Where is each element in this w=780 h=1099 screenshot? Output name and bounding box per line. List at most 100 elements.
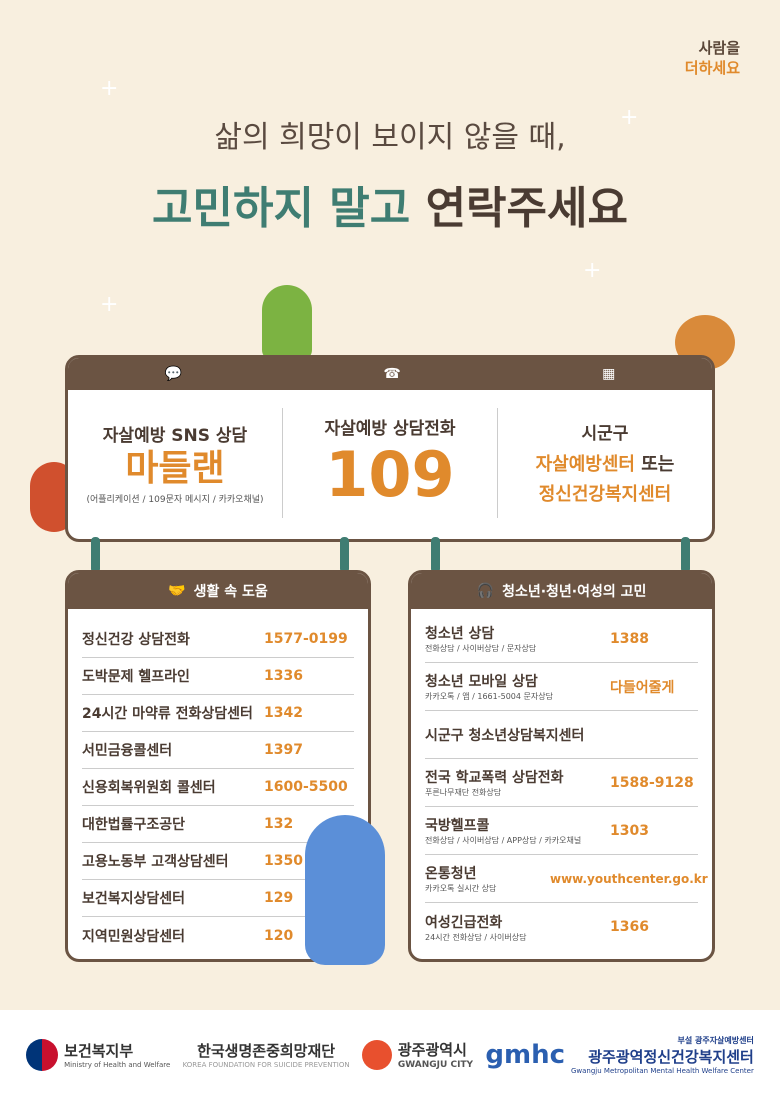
service-name: 청소년 상담 <box>425 626 495 642</box>
footer-logos: 보건복지부 Ministry of Health and Welfare 한국생명… <box>0 1010 780 1099</box>
headline-rest: 연락주세요 <box>425 183 628 234</box>
service-number: 1577-0199 <box>264 631 348 647</box>
hotline-number: 109 <box>325 438 455 511</box>
blue-character-illustration <box>305 815 385 965</box>
table-row: 보건복지상담센터 129 <box>82 880 354 917</box>
gwangju-emblem-icon <box>361 1039 392 1070</box>
main-hotline-board: 💬 ☎ ▦ 자살예방 SNS 상담 마들랜 (어플리케이션 / 109문자 메시… <box>65 355 715 542</box>
board-header: 🎧 청소년·청년·여성의 고민 <box>411 573 712 609</box>
sparkle-icon: + <box>583 258 602 283</box>
board-post <box>91 537 100 573</box>
logo-en: GWANGJU CITY <box>397 1060 474 1070</box>
chat-bubble-icon: 💬 <box>164 366 183 382</box>
service-detail: 푸른나무재단 전화상담 <box>425 788 502 797</box>
service-name: 고용노동부 고객상담센터 <box>82 854 229 870</box>
handshake-icon: 🤝 <box>168 583 186 599</box>
service-number: 1342 <box>264 705 303 721</box>
table-row: 도박문제 헬프라인 1336 <box>82 658 354 695</box>
table-row: 대한법률구조공단 132 <box>82 806 354 843</box>
logo-en: KOREA FOUNDATION FOR SUICIDE PREVENTION <box>182 1061 350 1069</box>
brand-line2: 더하세요 <box>684 59 740 77</box>
table-row: 24시간 마약류 전화상담센터 1342 <box>82 695 354 732</box>
sparkle-icon: + <box>620 105 639 130</box>
service-number: 1388 <box>610 630 649 647</box>
column-value: 정신건강복지센터 <box>538 484 672 505</box>
gmhc-logo: gmhc 부설 광주자살예방센터 광주광역정신건강복지센터 Gwangju Metr… <box>485 1035 754 1075</box>
service-name: 여성긴급전화 <box>425 914 503 931</box>
local-centers: 시군구 자살예방센터 또는 정신건강복지센터 <box>498 408 712 518</box>
logo-en: Ministry of Health and Welfare <box>64 1061 171 1069</box>
service-name: 정신건강 상담전화 <box>82 632 190 648</box>
board-title: 청소년·청년·여성의 고민 <box>502 584 647 600</box>
service-number: www.youthcenter.go.kr <box>550 871 708 886</box>
service-name: 신용회복위원회 콜센터 <box>82 780 216 796</box>
service-name: 서민금융콜센터 <box>82 743 173 759</box>
column-value: 자살예방센터 <box>535 454 635 475</box>
service-name: 국방헬프콜 <box>425 818 490 834</box>
table-row: 고용노동부 고객상담센터 1350 <box>82 843 354 880</box>
service-number: 1588-9128 <box>610 774 694 791</box>
service-number: 120 <box>264 927 294 944</box>
gwangju-logo: 광주광역시 GWANGJU CITY <box>361 1039 474 1070</box>
headline-line2: 고민하지 말고 연락주세요 <box>0 172 780 236</box>
sns-counseling: 자살예방 SNS 상담 마들랜 (어플리케이션 / 109문자 메시지 / 카카… <box>68 407 283 518</box>
service-number: 129 <box>264 890 294 906</box>
mohw-logo: 보건복지부 Ministry of Health and Welfare <box>26 1038 171 1071</box>
table-row: 서민금융콜센터 1397 <box>82 732 354 769</box>
service-name: 청소년 모바일 상담 <box>425 674 538 690</box>
gmhc-mark: gmhc <box>485 1039 565 1070</box>
board-title: 생활 속 도움 <box>193 584 268 600</box>
service-name: 전국 학교폭력 상담전화 <box>425 770 564 786</box>
building-icon: ▦ <box>602 366 616 382</box>
logo-name: 보건복지부 <box>64 1042 134 1060</box>
table-row: 온통청년 카카오톡 실시간 상담 www.youthcenter.go.kr <box>425 855 708 903</box>
column-value: 마들랜 <box>125 447 225 489</box>
service-name: 대한법률구조공단 <box>82 817 186 833</box>
service-number: 1336 <box>264 668 303 684</box>
brand-line1: 사람을 <box>698 39 740 57</box>
table-row: 신용회복위원회 콜센터 1600-5500 <box>82 769 354 806</box>
column-label: 시군구 <box>581 424 629 444</box>
green-character-illustration <box>262 285 312 360</box>
service-number: 1350 <box>264 853 303 869</box>
table-row: 정신건강 상담전화 1577-0199 <box>82 621 354 658</box>
column-label: 자살예방 SNS 상담 <box>102 425 248 446</box>
service-name: 보건복지상담센터 <box>82 891 186 907</box>
service-number: 1366 <box>610 919 649 935</box>
taegeuk-icon <box>26 1038 59 1071</box>
service-name: 시군구 청소년상담복지센터 <box>425 727 585 744</box>
headline-accent: 고민하지 말고 <box>152 183 411 234</box>
logo-name: 광주광역정신건강복지센터 <box>588 1047 754 1066</box>
board-post <box>340 537 349 573</box>
service-detail: 전화상담 / 사이버상담 / APP상담 / 카카오채널 <box>425 836 582 845</box>
service-number: 다들어줄게 <box>610 679 675 696</box>
service-number: 132 <box>264 816 294 832</box>
service-number: 1600-5500 <box>264 779 348 795</box>
logo-name: 한국생명존중희망재단 <box>197 1042 336 1060</box>
phone-counseling: 자살예방 상담전화 109 <box>283 407 498 518</box>
board-post <box>431 537 440 573</box>
column-conjunction: 또는 <box>641 454 675 475</box>
table-row: 지역민원상담센터 120 <box>82 917 354 954</box>
logo-en: Gwangju Metropolitan Mental Health Welfa… <box>570 1066 754 1075</box>
service-detail: 카카오톡 실시간 상담 <box>425 884 497 893</box>
service-number: 1303 <box>610 822 649 839</box>
service-detail: 카카오톡 / 앱 / 1661-5004 문자상담 <box>425 692 553 701</box>
service-detail: 전화상담 / 사이버상담 / 문자상담 <box>425 644 537 653</box>
service-detail: 24시간 전화상담 / 사이버상담 <box>425 932 527 942</box>
column-label: 자살예방 상담전화 <box>324 419 456 439</box>
service-name: 도박문제 헬프라인 <box>82 669 190 685</box>
sparkle-icon: + <box>100 76 119 101</box>
service-number: 1397 <box>264 742 303 758</box>
service-name: 24시간 마약류 전화상담센터 <box>82 706 253 722</box>
headline-line1: 삶의 희망이 보이지 않을 때, <box>214 120 566 155</box>
board-header: 🤝 생활 속 도움 <box>68 573 368 609</box>
board-post <box>681 537 690 573</box>
service-name: 지역민원상담센터 <box>82 928 186 945</box>
brand-logo: 사람을 더하세요 <box>685 38 740 78</box>
